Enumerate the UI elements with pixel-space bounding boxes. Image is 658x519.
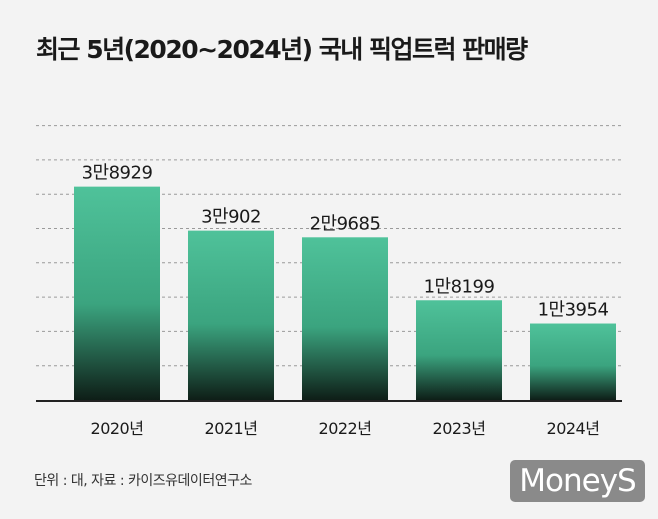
x-tick-label: 2023년 (433, 419, 486, 438)
data-label: 3만8929 (82, 163, 153, 184)
data-label: 2만9685 (310, 213, 381, 234)
data-labels: 3만8929 3만902 2만9685 1만8199 1만3954 (82, 163, 609, 321)
data-label: 3만902 (201, 207, 261, 228)
bar-2024년 (530, 323, 616, 400)
x-axis: 2020년 2021년 2022년 2023년 2024년 (36, 400, 622, 438)
data-label: 1만8199 (424, 276, 495, 297)
source-note: 단위 : 대, 자료 : 카이즈유데이터연구소 (34, 473, 252, 489)
chart-title: 최근 5년(2020~2024년) 국내 픽업트럭 판매량 (36, 35, 528, 64)
bar-2022년 (302, 237, 388, 400)
data-label: 1만3954 (538, 300, 609, 321)
x-tick-label: 2021년 (205, 419, 258, 438)
x-tick-label: 2022년 (319, 419, 372, 438)
bar-2023년 (416, 300, 502, 400)
bar-2021년 (188, 230, 274, 400)
bars (74, 186, 616, 400)
bar-2020년 (74, 186, 160, 400)
moneys-logo: MoneyS (510, 460, 645, 502)
x-tick-label: 2020년 (91, 419, 144, 438)
x-tick-label: 2024년 (547, 419, 600, 438)
